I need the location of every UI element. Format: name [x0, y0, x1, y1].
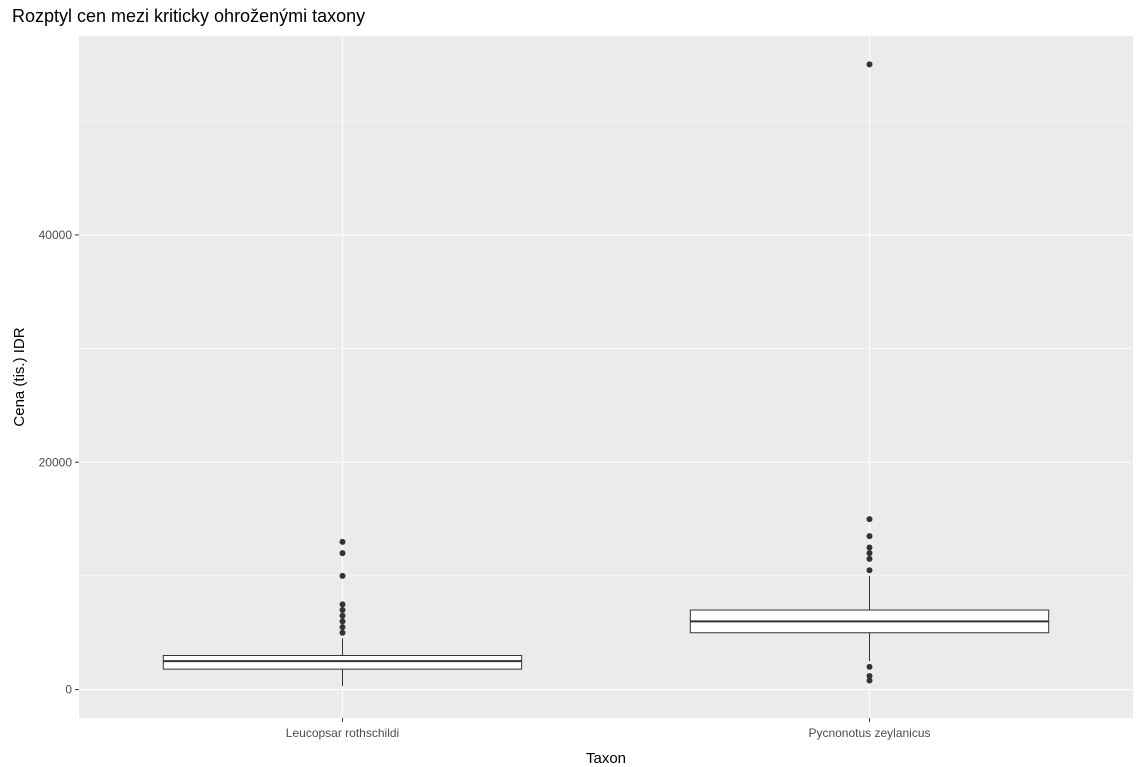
outlier-point — [866, 663, 873, 670]
y-tick-label: 0 — [65, 683, 72, 697]
outlier-point — [339, 624, 346, 631]
chart-title: Rozptyl cen mezi kriticky ohroženými tax… — [12, 6, 366, 26]
y-tick-label: 40000 — [39, 228, 73, 242]
outlier-point — [866, 555, 873, 562]
outlier-point — [866, 550, 873, 557]
box-group — [162, 538, 523, 687]
outlier-point — [866, 672, 873, 679]
outlier-point — [339, 550, 346, 557]
outlier-point — [339, 607, 346, 614]
outlier-point — [866, 677, 873, 684]
plot-panel — [79, 36, 1133, 718]
x-tick-label: Pycnonotus zeylanicus — [808, 726, 930, 740]
outlier-point — [866, 544, 873, 551]
y-tick-label: 20000 — [39, 455, 73, 469]
box-layer — [162, 61, 1050, 687]
outlier-point — [339, 601, 346, 608]
x-axis-title: Taxon — [586, 750, 626, 767]
y-axis-title: Cena (tis.) IDR — [11, 327, 28, 426]
outlier-point — [339, 618, 346, 625]
outlier-point — [866, 567, 873, 574]
outlier-point — [866, 61, 873, 68]
outlier-point — [339, 572, 346, 579]
outlier-point — [866, 516, 873, 523]
tick-layer: 0 20000 40000 Leucopsar rothschildi Pycnonot… — [39, 228, 931, 740]
outlier-point — [339, 629, 346, 636]
outlier-point — [866, 533, 873, 540]
box-group — [689, 61, 1050, 684]
outlier-point — [339, 612, 346, 619]
outlier-point — [339, 538, 346, 545]
box-iqr — [162, 654, 523, 670]
x-tick-label: Leucopsar rothschildi — [286, 726, 399, 740]
